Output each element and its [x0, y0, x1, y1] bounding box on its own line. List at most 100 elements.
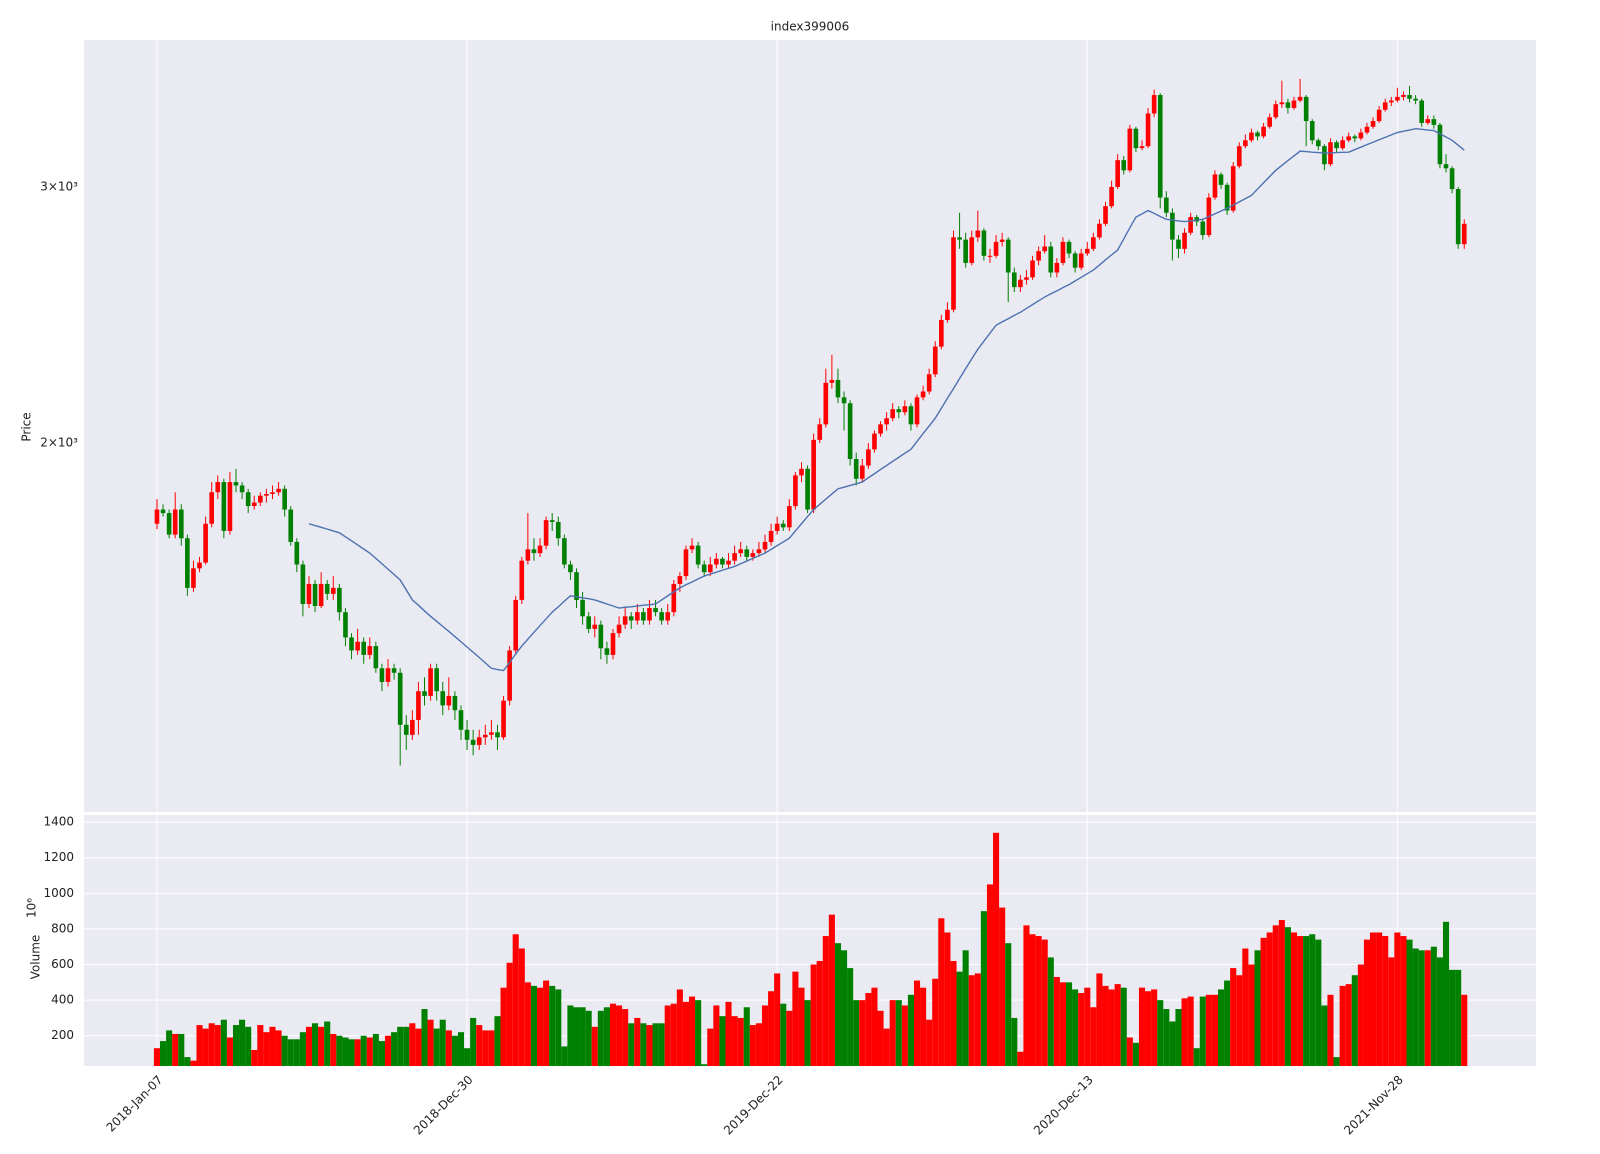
candle-body: [203, 523, 208, 563]
volume-bar: [1072, 989, 1079, 1066]
candle-body: [1303, 96, 1309, 122]
candle-body: [1352, 136, 1358, 139]
candle-body: [762, 541, 768, 550]
volume-bar: [999, 907, 1006, 1066]
volume-bar: [354, 1039, 361, 1066]
candle-body: [707, 564, 713, 573]
volume-bar: [877, 1010, 884, 1066]
candle-body: [1170, 212, 1175, 240]
candle-body: [945, 309, 950, 321]
candle-body: [1078, 253, 1084, 268]
candle-body: [580, 599, 585, 617]
candle-body: [805, 468, 810, 510]
volume-bar: [780, 1003, 787, 1066]
candle-body: [835, 379, 841, 398]
candle-body: [1018, 279, 1023, 288]
volume-bar: [646, 1025, 653, 1066]
candle-body: [732, 553, 737, 561]
candle-body: [312, 583, 318, 607]
candle-body: [774, 523, 780, 531]
volume-bar: [907, 994, 914, 1066]
volume-bar: [986, 884, 994, 1066]
volume-bar: [859, 1000, 866, 1066]
volume-bar: [725, 1001, 732, 1066]
volume-bar: [1157, 1000, 1164, 1066]
candle-body: [872, 433, 877, 450]
volume-bar: [950, 960, 957, 1066]
candle-body: [489, 732, 494, 735]
volume-bar: [1430, 946, 1437, 1066]
candle-body: [653, 608, 658, 613]
price-panel: [84, 40, 1536, 812]
candle-body: [1291, 100, 1297, 108]
volume-bar: [488, 1030, 495, 1066]
candle-body: [1267, 117, 1272, 127]
candle-body: [726, 560, 731, 565]
candle-body: [744, 549, 750, 557]
volume-bar: [1461, 994, 1468, 1066]
candle-body: [337, 587, 342, 613]
volume-bar: [312, 1023, 319, 1066]
volume-bar: [1065, 982, 1073, 1066]
volume-bar: [281, 1035, 288, 1066]
candle-body: [695, 545, 701, 565]
volume-bar: [774, 973, 781, 1066]
volume-bar: [792, 971, 799, 1066]
candle-body: [1176, 239, 1181, 249]
volume-bar: [530, 985, 537, 1066]
candle-body: [470, 739, 476, 745]
candle-body: [1455, 189, 1461, 245]
candle-body: [896, 409, 902, 413]
candle-body: [1151, 95, 1157, 114]
volume-bar: [257, 1025, 264, 1066]
volume-bar: [798, 987, 805, 1066]
volume-bar: [895, 1000, 902, 1066]
candle-body: [1060, 241, 1066, 263]
candle-body: [647, 608, 652, 621]
volume-bar: [220, 1019, 227, 1066]
volume-bar: [305, 1026, 313, 1066]
candle-body: [1449, 168, 1455, 190]
candle-body: [1200, 221, 1206, 236]
volume-bar: [932, 978, 939, 1066]
candle-body: [403, 724, 409, 735]
volume-bar: [1029, 934, 1036, 1066]
volume-bar: [506, 962, 513, 1066]
candle-body: [1388, 100, 1394, 103]
volume-bar: [591, 1026, 598, 1066]
candle-body: [288, 509, 294, 542]
candle-body: [738, 549, 743, 554]
candle-body: [373, 646, 379, 669]
candle-body: [963, 239, 968, 263]
candle-body: [178, 509, 184, 539]
volume-bar: [670, 1003, 677, 1066]
volume-bar: [749, 1025, 756, 1066]
volume-bar: [251, 1049, 258, 1066]
candle-body: [410, 719, 415, 735]
volume-bar: [1297, 936, 1304, 1066]
volume-bar: [482, 1030, 489, 1066]
candle-body: [1072, 253, 1078, 268]
volume-bar: [695, 1000, 702, 1066]
volume-bar: [853, 1000, 860, 1066]
candle-body: [1230, 166, 1236, 211]
candle-body: [1382, 102, 1388, 110]
volume-bar: [737, 1017, 744, 1066]
volume-bar: [1388, 957, 1395, 1066]
candle-body: [1091, 237, 1096, 249]
volume-bar: [1327, 994, 1334, 1066]
candle-body: [574, 572, 579, 600]
volume-bar: [348, 1039, 355, 1066]
candle-body: [853, 458, 859, 479]
candle-body: [495, 732, 500, 738]
volume-bar: [1382, 936, 1389, 1066]
volume-bar: [555, 989, 562, 1066]
chart-title: index399006: [771, 20, 850, 34]
candle-body: [1285, 102, 1291, 108]
candle-body: [330, 587, 336, 594]
candle-body: [355, 641, 360, 651]
candle-body: [270, 492, 275, 494]
candle-body: [768, 530, 774, 542]
candle-body: [464, 729, 470, 740]
candle-body: [981, 230, 987, 256]
